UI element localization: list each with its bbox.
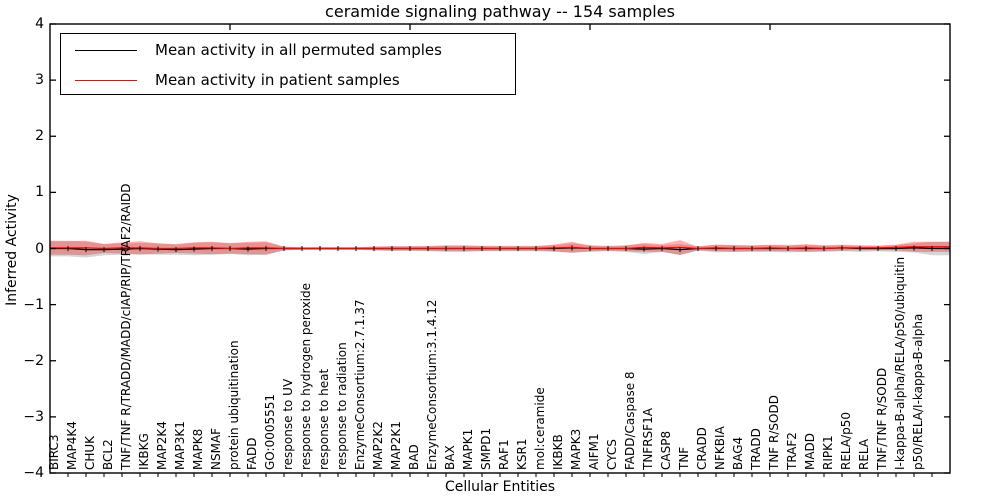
x-category-label: mol:ceramide: [533, 387, 547, 470]
x-category-label: FADD: [245, 437, 259, 471]
legend-item-patient: Mean activity in patient samples: [61, 66, 515, 94]
x-category-label: response to hydrogen peroxide: [299, 282, 313, 470]
legend-label-patient: Mean activity in patient samples: [155, 71, 400, 89]
x-category-label: MAP3K1: [173, 421, 187, 470]
x-category-label: response to UV: [281, 378, 295, 470]
x-category-label: MAP2K4: [155, 421, 169, 470]
x-category-label: GO:0005551: [263, 393, 277, 470]
x-category-label: TNF R/SODD: [767, 395, 781, 470]
x-category-label: NSMAF: [209, 427, 223, 470]
x-category-label: TNF/TNF R/SODD: [875, 367, 889, 470]
x-category-label: I-kappa-B-alpha/RELA/p50/ubiquitin: [893, 256, 907, 470]
legend-box: Mean activity in all permuted samples Me…: [60, 33, 516, 95]
x-category-label: MAPK3: [569, 428, 583, 470]
x-category-label: BIRC3: [47, 434, 61, 470]
x-category-label: IKBKB: [551, 434, 565, 470]
x-category-label: MAPK8: [191, 428, 205, 470]
x-category-label: NFKBIA: [713, 426, 727, 470]
y-tick-label: −4: [23, 465, 44, 481]
x-category-label: protein ubiquitination: [227, 340, 241, 470]
x-category-label: CYCS: [605, 439, 619, 470]
x-category-label: EnzymeConsortium:3.1.4.12: [425, 299, 439, 470]
x-category-label: BAG4: [731, 436, 745, 470]
y-tick-label: 1: [35, 184, 44, 201]
x-category-label: RAF1: [497, 439, 511, 470]
x-category-label: MAP2K1: [389, 421, 403, 470]
y-tick-label: −3: [23, 408, 44, 425]
y-tick-label: 2: [35, 128, 44, 145]
x-category-label: TNFRSF1A: [641, 408, 655, 470]
y-tick-label: −1: [23, 296, 44, 313]
x-category-label: CASP8: [659, 430, 673, 470]
x-category-label: BAX: [443, 445, 457, 470]
x-category-label: MADD: [803, 432, 817, 470]
x-category-label: response to heat: [317, 368, 331, 470]
x-category-label: EnzymeConsortium:2.7.1.37: [353, 299, 367, 470]
x-category-label: FADD/Caspase 8: [623, 371, 637, 470]
patient-line-swatch: [75, 79, 137, 81]
chart-title: ceramide signaling pathway -- 154 sample…: [325, 2, 675, 21]
x-category-label: BAD: [407, 444, 421, 470]
legend-item-permuted: Mean activity in all permuted samples: [61, 36, 515, 64]
x-category-label: RIPK1: [821, 435, 835, 470]
x-category-label: RELA/p50: [839, 411, 853, 470]
y-tick-label: 3: [35, 72, 44, 89]
x-category-label: MAPK1: [461, 428, 475, 470]
y-tick-label: −2: [23, 352, 44, 369]
x-category-label: IKBKG: [137, 433, 151, 470]
x-category-label: SMPD1: [479, 427, 493, 470]
x-category-label: AIFM1: [587, 433, 601, 470]
x-category-label: TNF/TNF R/TRADD/MADD/cIAP/RIP/TRAF2/RAID…: [119, 183, 133, 471]
x-category-label: TRADD: [749, 428, 763, 470]
x-category-label: TRAF2: [785, 432, 799, 470]
x-category-label: response to radiation: [335, 342, 349, 470]
x-category-label: MAP2K2: [371, 421, 385, 470]
y-tick-label: 4: [35, 16, 44, 32]
x-category-label: p50/RELA/I-kappa-B-alpha: [911, 313, 925, 470]
x-category-label: CHUK: [83, 435, 97, 470]
x-category-label: KSR1: [515, 438, 529, 470]
x-category-label: TNF: [677, 446, 691, 470]
y-tick-label: 0: [35, 240, 44, 257]
x-axis-label: Cellular Entities: [444, 479, 556, 495]
x-category-label: CRADD: [695, 427, 709, 470]
legend-label-permuted: Mean activity in all permuted samples: [155, 41, 442, 59]
x-category-label: MAP4K4: [65, 421, 79, 470]
x-category-label: BCL2: [101, 439, 115, 470]
permuted-line-swatch: [75, 49, 137, 51]
x-category-label: RELA: [857, 438, 871, 470]
